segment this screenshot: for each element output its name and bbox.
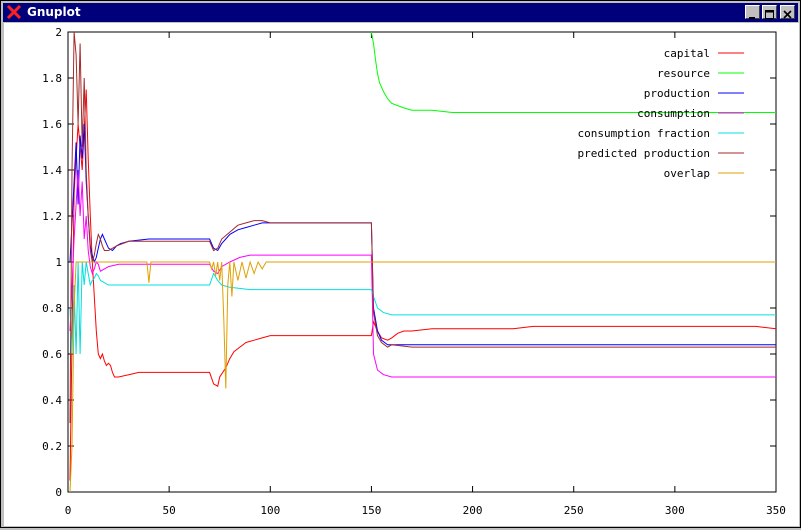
legend-label-capital: capital <box>664 47 710 60</box>
series-line-consumption <box>69 169 776 378</box>
x-tick-label: 0 <box>65 504 72 517</box>
y-tick-label: 1 <box>55 256 62 269</box>
x-tick-label: 150 <box>361 504 381 517</box>
series-line-capital <box>69 89 776 481</box>
x-tick-label: 50 <box>163 504 176 517</box>
x-tick-label: 200 <box>463 504 483 517</box>
minimize-button[interactable] <box>745 5 760 19</box>
x-tick-label: 250 <box>564 504 584 517</box>
series-line-overlap <box>69 260 776 492</box>
plot-area: 0 0.2 0.4 0.6 0.8 1 1.2 1.4 1.6 1.8 2 0 50 100 150 200 2… <box>4 23 799 526</box>
y-tick-label: 0.2 <box>42 440 62 453</box>
y-tick-label: 0 <box>55 486 62 499</box>
x-tick-label: 350 <box>766 504 786 517</box>
minimize-icon <box>749 17 755 19</box>
y-tick-label: 0.8 <box>42 302 62 315</box>
x-tick-label: 100 <box>260 504 280 517</box>
x-logo-icon <box>6 4 22 20</box>
legend-label-consumption-fraction: consumption fraction <box>578 127 710 140</box>
y-tick-label: 2 <box>55 26 62 39</box>
y-tick-label: 1.2 <box>42 210 62 223</box>
legend-label-overlap: overlap <box>664 167 710 180</box>
x-tick-label: 300 <box>665 504 685 517</box>
window-title: Gnuplot <box>27 5 81 19</box>
legend-label-consumption: consumption <box>637 107 710 120</box>
legend-label-predicted-production: predicted production <box>578 147 710 160</box>
series-line-predicted-production <box>69 32 776 424</box>
legend-label-resource: resource <box>657 67 710 80</box>
maximize-button[interactable] <box>762 5 777 19</box>
close-icon <box>783 10 792 19</box>
maximize-icon <box>765 10 774 19</box>
series-line-consumption-fraction <box>69 261 776 355</box>
y-tick-label: 1.6 <box>42 118 62 131</box>
y-tick-label: 0.4 <box>42 394 62 407</box>
y-tick-label: 1.8 <box>42 72 62 85</box>
close-button[interactable] <box>780 5 795 19</box>
y-tick-label: 0.6 <box>42 348 62 361</box>
title-bar[interactable]: Gnuplot <box>3 3 798 22</box>
y-tick-label: 1.4 <box>42 164 62 177</box>
chart-canvas: 0 0.2 0.4 0.6 0.8 1 1.2 1.4 1.6 1.8 2 0 50 100 150 200 2… <box>42 26 786 517</box>
series-line-resource <box>370 32 776 113</box>
legend-label-production: production <box>644 87 710 100</box>
